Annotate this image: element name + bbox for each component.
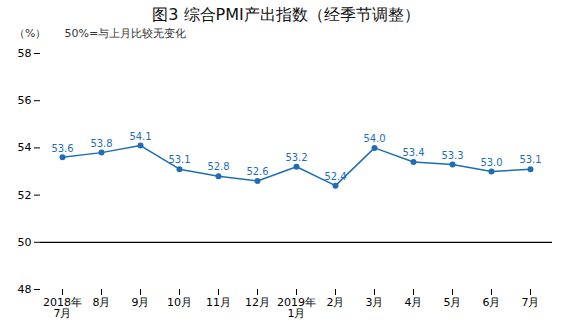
svg-text:53.2: 53.2 bbox=[285, 152, 307, 163]
svg-text:48: 48 bbox=[18, 283, 32, 296]
svg-text:8月: 8月 bbox=[93, 296, 111, 309]
svg-text:53.6: 53.6 bbox=[51, 143, 73, 154]
svg-text:53.8: 53.8 bbox=[90, 138, 112, 149]
svg-text:52.8: 52.8 bbox=[207, 161, 229, 172]
svg-text:54.0: 54.0 bbox=[363, 133, 385, 144]
svg-text:53.4: 53.4 bbox=[402, 147, 424, 158]
svg-text:53.1: 53.1 bbox=[519, 154, 541, 165]
svg-text:9月: 9月 bbox=[132, 296, 150, 309]
svg-text:53.0: 53.0 bbox=[480, 157, 502, 168]
svg-text:3月: 3月 bbox=[366, 296, 384, 309]
svg-text:2019年1月: 2019年1月 bbox=[277, 296, 316, 320]
svg-text:52: 52 bbox=[18, 189, 32, 202]
svg-text:58: 58 bbox=[18, 47, 32, 60]
svg-text:12月: 12月 bbox=[245, 296, 270, 309]
svg-text:52.6: 52.6 bbox=[246, 166, 268, 177]
svg-text:54.1: 54.1 bbox=[129, 131, 151, 142]
svg-text:4月: 4月 bbox=[405, 296, 423, 309]
svg-text:54: 54 bbox=[18, 141, 32, 154]
svg-text:2018年7月: 2018年7月 bbox=[43, 296, 82, 320]
svg-text:52.4: 52.4 bbox=[324, 171, 346, 182]
svg-text:5月: 5月 bbox=[444, 296, 462, 309]
html-text:50%=与上月比较无变化: 50%=与上月比较无变化 bbox=[64, 27, 187, 40]
html-text:图3 综合PMI产出指数（经季节调整）: 图3 综合PMI产出指数（经季节调整） bbox=[152, 5, 420, 24]
svg-text:53.1: 53.1 bbox=[168, 154, 190, 165]
svg-text:56: 56 bbox=[18, 94, 32, 107]
svg-text:53.3: 53.3 bbox=[441, 150, 463, 161]
svg-text:2月: 2月 bbox=[327, 296, 345, 309]
svg-text:6月: 6月 bbox=[483, 296, 501, 309]
svg-text:10月: 10月 bbox=[167, 296, 192, 309]
svg-text:11月: 11月 bbox=[206, 296, 231, 309]
svg-text:50: 50 bbox=[18, 236, 32, 249]
svg-text:7月: 7月 bbox=[522, 296, 540, 309]
